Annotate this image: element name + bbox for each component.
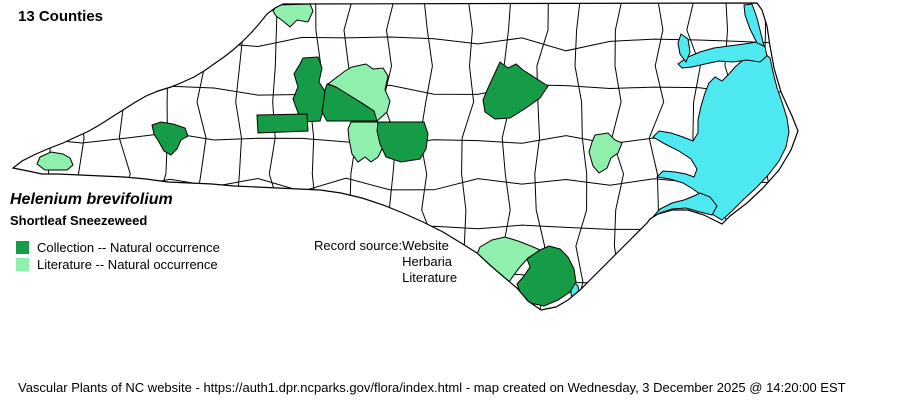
- highlighted-county-collection: [516, 245, 577, 307]
- record-source-list: Website Herbaria Literature: [402, 238, 457, 286]
- record-source: Record source: Website Herbaria Literatu…: [314, 238, 457, 286]
- highlighted-county-literature: [326, 63, 391, 122]
- literature-color-swatch: [16, 258, 29, 271]
- legend-item-literature: Literature -- Natural occurrence: [16, 256, 220, 273]
- record-source-item: Literature: [402, 270, 458, 285]
- highlighted-county-collection: [376, 121, 429, 163]
- species-common-name: Shortleaf Sneezeweed: [10, 213, 148, 228]
- record-source-item: Website: [402, 238, 449, 253]
- species-scientific-name: Helenium brevifolium: [10, 191, 173, 208]
- highlighted-county-collection: [151, 121, 189, 156]
- record-source-label: Record source:: [314, 238, 403, 253]
- highlighted-county-literature: [36, 151, 74, 171]
- county-count-title: 13 Counties: [18, 8, 104, 25]
- legend: Collection -- Natural occurrence Literat…: [16, 239, 220, 273]
- highlighted-county-collection: [292, 56, 327, 123]
- highlighted-county-collection: [482, 61, 549, 120]
- highlighted-counties: [36, 3, 623, 307]
- legend-label-collection: Collection -- Natural occurrence: [37, 240, 220, 255]
- species-block: Helenium brevifolium Shortleaf Sneezewee…: [10, 191, 173, 228]
- state-outline: [11, 2, 799, 311]
- legend-item-collection: Collection -- Natural occurrence: [16, 239, 220, 256]
- highlighted-county-collection: [256, 113, 309, 134]
- footer-attribution: Vascular Plants of NC website - https://…: [18, 380, 846, 395]
- highlighted-county-literature: [588, 132, 623, 174]
- collection-color-swatch: [16, 241, 29, 254]
- legend-label-literature: Literature -- Natural occurrence: [37, 257, 218, 272]
- record-source-item: Herbaria: [402, 254, 453, 269]
